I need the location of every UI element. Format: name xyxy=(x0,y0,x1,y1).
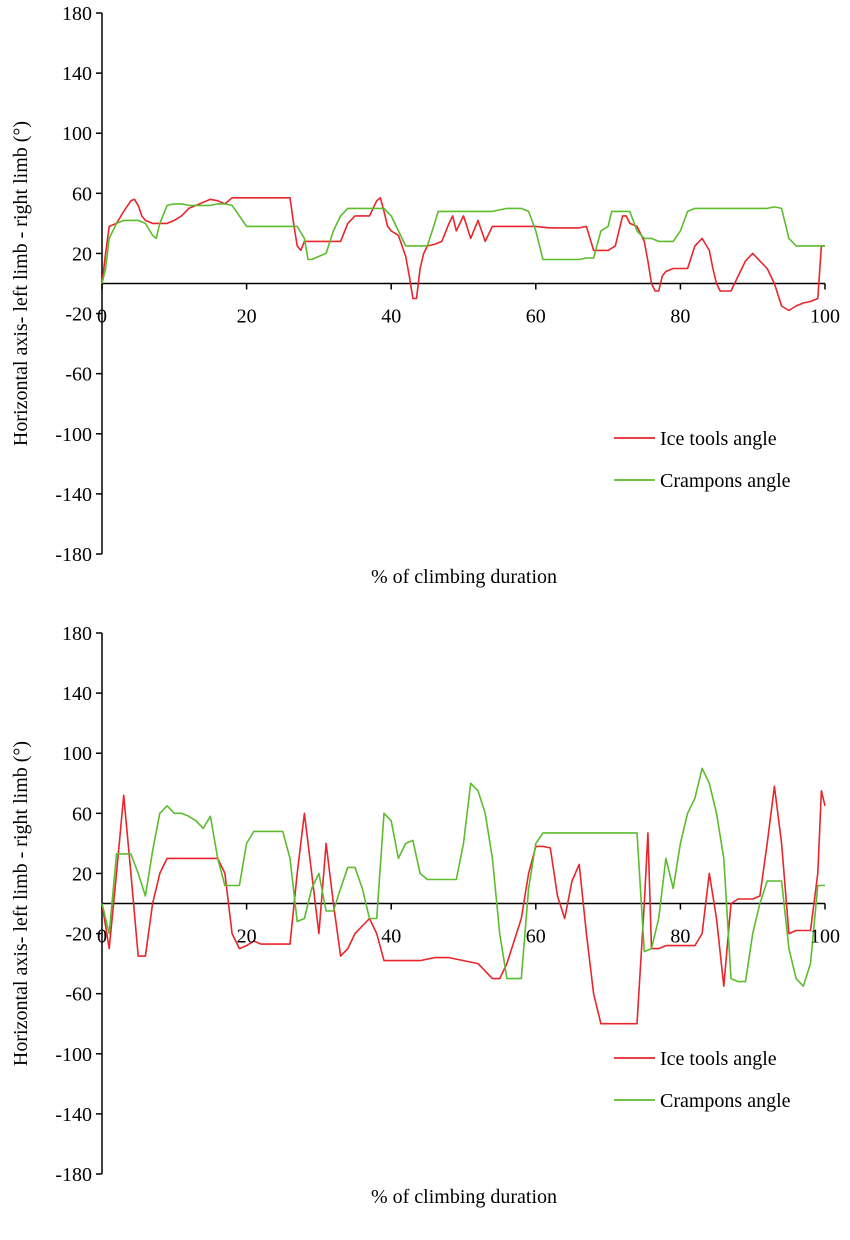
chart-top: 180 140 100 60 20 -20 -60 -100 -140 -180 0 20 40 60 80… xyxy=(10,3,840,588)
x-tick-label: 60 xyxy=(526,926,546,948)
y-tick-label: 20 xyxy=(72,863,92,885)
y-tick-label: 180 xyxy=(62,3,92,25)
x-tick-label: 20 xyxy=(237,926,257,948)
x-tick-label: 0 xyxy=(97,306,107,328)
y-tick-label: 20 xyxy=(72,243,92,265)
y-tick-label: -180 xyxy=(55,544,92,566)
series-line-crampons-angle xyxy=(101,203,825,284)
x-tick-label: 60 xyxy=(526,306,546,328)
x-axis-title: % of climbing duration xyxy=(371,1186,557,1208)
y-tick-label: 100 xyxy=(62,743,92,765)
y-tick-label: 100 xyxy=(62,123,92,145)
x-tick-label: 0 xyxy=(97,926,107,948)
y-tick-label: 60 xyxy=(72,803,92,825)
y-tick-label: -60 xyxy=(65,364,92,386)
y-tick-label: 140 xyxy=(62,683,92,705)
y-axis-title: Horizontal axis- left limb - right limb … xyxy=(10,741,32,1066)
x-tick-label: 40 xyxy=(381,306,401,328)
x-axis-title: % of climbing duration xyxy=(371,566,557,588)
y-tick-label: -180 xyxy=(55,1164,92,1186)
y-tick-label: 180 xyxy=(62,623,92,645)
y-tick-label: 140 xyxy=(62,63,92,85)
x-tick-label: 80 xyxy=(670,306,690,328)
series-line-ice-tools-angle xyxy=(101,197,825,312)
y-tick-label: -100 xyxy=(55,424,92,446)
series-line-ice-tools-angle xyxy=(101,785,826,1025)
x-tick-label: 40 xyxy=(381,926,401,948)
legend-label: Crampons angle xyxy=(660,470,791,492)
legend-label: Ice tools angle xyxy=(660,1048,777,1070)
legend-label: Ice tools angle xyxy=(660,428,777,450)
x-tick-label: 100 xyxy=(810,306,840,328)
series-line-crampons-angle xyxy=(101,767,825,988)
y-tick-label: -20 xyxy=(65,924,92,946)
y-tick-label: -140 xyxy=(55,484,92,506)
y-tick-label: -60 xyxy=(65,984,92,1006)
y-tick-label: -20 xyxy=(65,304,92,326)
y-tick-label: -100 xyxy=(55,1044,92,1066)
y-tick-label: -140 xyxy=(55,1104,92,1126)
x-tick-label: 100 xyxy=(810,926,840,948)
x-tick-label: 20 xyxy=(237,306,257,328)
y-tick-label: 60 xyxy=(72,183,92,205)
legend-label: Crampons angle xyxy=(660,1090,791,1112)
x-tick-label: 80 xyxy=(670,926,690,948)
chart-bottom: 180 140 100 60 20 -20 -60 -100 -140 -180 0 20 40 60 80… xyxy=(10,623,840,1208)
y-axis-title: Horizontal axis- left limb - right limb … xyxy=(10,121,32,446)
